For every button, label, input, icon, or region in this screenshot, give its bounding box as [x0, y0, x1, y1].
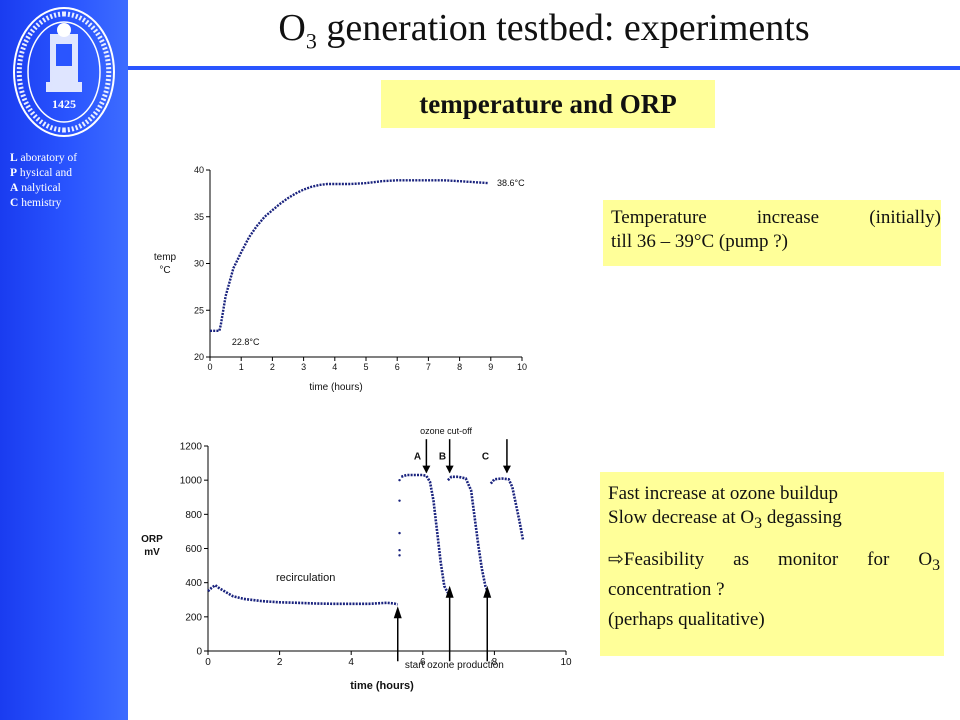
- marker-label-b: B: [439, 452, 446, 463]
- ozone-cutoff-label: ozone cut-off: [420, 426, 472, 436]
- x-tick-label: 10: [560, 657, 572, 668]
- y-tick-label: 1000: [180, 476, 203, 487]
- value-annotation: 22.8°C: [232, 337, 260, 347]
- page-title: O3 generation testbed: experiments: [278, 7, 810, 54]
- start-arrow-head: [445, 585, 454, 598]
- start-ozone-label: start ozone production: [405, 660, 504, 671]
- temperature-chart: 0 1 2 3 4 5 6 7 8 9 10 20 25 30 35 40 time (hours) temp °C…: [154, 165, 527, 393]
- cutoff-arrow-head: [445, 465, 454, 474]
- x-axis-label: time (hours): [309, 382, 362, 393]
- y-tick-label: 400: [185, 578, 202, 589]
- title-underline: [128, 66, 960, 70]
- arrow-icon: ⇨: [608, 548, 624, 570]
- data-point: [398, 499, 401, 502]
- y-tick-label: 40: [194, 165, 204, 175]
- x-tick-label: 2: [277, 657, 283, 668]
- sidebar: 1425 L aboratory of P hysical and A naly…: [0, 0, 128, 720]
- y-tick-label: 30: [194, 259, 204, 269]
- marker-label-c: C: [482, 452, 489, 463]
- y-tick-label: 200: [185, 612, 202, 623]
- data-series-line: [446, 475, 491, 596]
- note-line: till 36 – 39°C (pump ?): [611, 231, 789, 252]
- x-tick-label: 1: [239, 362, 244, 372]
- data-series-line: [210, 179, 488, 332]
- start-arrow-head: [483, 585, 492, 598]
- recirculation-label: recirculation: [276, 572, 335, 584]
- cutoff-arrow-head: [502, 465, 511, 474]
- x-tick-label: 2: [270, 362, 275, 372]
- data-point: [398, 549, 401, 552]
- section-subtitle: temperature and ORP: [381, 80, 715, 128]
- note-line: Slow decrease at O3 degassing: [608, 507, 842, 532]
- y-axis-label: ORP: [141, 534, 163, 545]
- x-tick-label: 4: [348, 657, 354, 668]
- note-line: concentration ?: [608, 578, 725, 600]
- orp-note: Fast increase at ozone buildup Slow decr…: [600, 472, 944, 656]
- y-tick-label: 600: [185, 544, 202, 555]
- x-tick-label: 4: [332, 362, 337, 372]
- orp-chart: 0 2 4 6 8 10 0 200 400 600 800 1000 1200 time (hours)…: [141, 426, 572, 692]
- x-tick-label: 6: [395, 362, 400, 372]
- x-tick-label: 5: [363, 362, 368, 372]
- data-series-line: [489, 477, 525, 541]
- lab-line: A nalytical: [10, 182, 61, 194]
- x-tick-label: 9: [488, 362, 493, 372]
- x-tick-label: 0: [205, 657, 211, 668]
- x-tick-label: 8: [457, 362, 462, 372]
- y-axis-label: temp: [154, 252, 177, 263]
- lab-line: L aboratory of: [10, 152, 78, 164]
- cutoff-arrow-head: [422, 465, 431, 474]
- note-line: Temperature increase (initially): [611, 207, 941, 228]
- note-line: ⇨Feasibility as monitor for O3: [608, 548, 940, 574]
- note-line: (perhaps qualitative): [608, 608, 765, 630]
- data-point: [398, 554, 401, 557]
- marker-label-a: A: [414, 452, 421, 463]
- start-arrow-head: [393, 606, 402, 619]
- x-tick-label: 8: [492, 657, 498, 668]
- note-line: Fast increase at ozone buildup: [608, 483, 839, 504]
- y-tick-label: 35: [194, 212, 204, 222]
- x-tick-label: 0: [207, 362, 212, 372]
- lab-line: P hysical and: [10, 167, 72, 179]
- y-tick-label: 0: [196, 647, 202, 658]
- lab-line: C hemistry: [10, 197, 62, 209]
- x-tick-label: 7: [426, 362, 431, 372]
- y-axis-unit: mV: [144, 547, 160, 558]
- x-tick-label: 3: [301, 362, 306, 372]
- data-point: [398, 478, 401, 482]
- university-seal-logo: 1425: [13, 7, 115, 137]
- y-tick-label: 800: [185, 510, 202, 521]
- data-series-line: [400, 473, 450, 594]
- x-tick-label: 10: [517, 362, 527, 372]
- y-axis-unit: °C: [159, 265, 170, 276]
- x-tick-label: 6: [420, 657, 426, 668]
- temperature-note: Temperature increase (initially) till 36…: [603, 200, 941, 266]
- seal-year: 1425: [52, 97, 76, 111]
- y-tick-label: 20: [194, 352, 204, 362]
- y-tick-label: 1200: [180, 442, 203, 453]
- y-tick-label: 25: [194, 305, 204, 315]
- data-series-line: [207, 583, 399, 606]
- x-axis-label: time (hours): [350, 680, 414, 692]
- value-annotation: 38.6°C: [497, 178, 525, 188]
- data-point: [398, 531, 401, 535]
- lab-name: L aboratory of P hysical and A nalytical…: [10, 151, 77, 211]
